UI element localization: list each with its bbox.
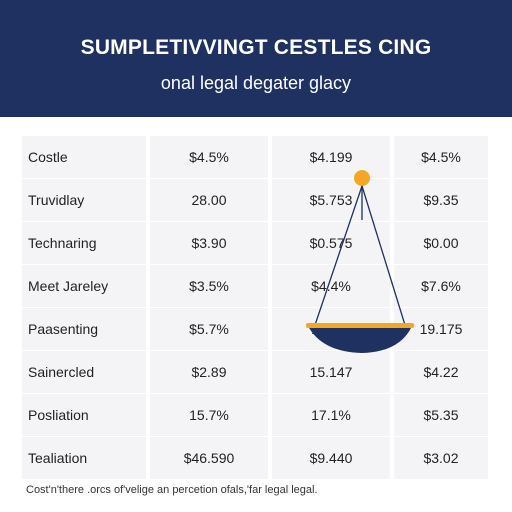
row-label: Costle [22, 136, 146, 178]
row-label: Paasenting [22, 308, 146, 350]
cell-value: $46.590 [150, 437, 268, 479]
cell-value: $3.02 [394, 437, 488, 479]
cell-value: $5.7% [150, 308, 268, 350]
row-label: Sainercled [22, 351, 146, 393]
row-label: Technaring [22, 222, 146, 264]
page-subtitle: onal legal degater glacy [160, 73, 352, 93]
cell-value: 17.1% [272, 394, 390, 436]
cell-value: $9.35 [394, 179, 488, 221]
row-label: Meet Jareley [22, 265, 146, 307]
cell-value: $4.5% [150, 136, 268, 178]
cell-value: $3.90 [150, 222, 268, 264]
row-label: Posliation [22, 394, 146, 436]
table-row: Meet Jareley $3.5% $4.4% $7.6% [22, 265, 488, 307]
row-label: Truvidlay [22, 179, 146, 221]
cell-value: $2.89 [150, 351, 268, 393]
table-row: Truvidlay 28.00 $5.753 $9.35 [22, 179, 488, 221]
table-row: Posliation 15.7% 17.1% $5.35 [22, 394, 488, 436]
cell-value: $7.6% [394, 265, 488, 307]
cell-value: $4.22 [394, 351, 488, 393]
balance-scale-icon [306, 170, 414, 353]
cell-value: 28.00 [150, 179, 268, 221]
cell-value: 15.147 [272, 351, 390, 393]
cell-value: $0.00 [394, 222, 488, 264]
header-banner: SUMPLETIVVINGT CESTLES CING onal legal d… [0, 0, 512, 117]
table-row: Technaring $3.90 $0.575 $0.00 [22, 222, 488, 264]
cell-value: $9.440 [272, 437, 390, 479]
footer-note: Cost'n'there .orcs of'velige an percetio… [26, 484, 318, 496]
page-title: SUMPLETIVVINGT CESTLES CING [80, 36, 432, 59]
cell-value: $5.35 [394, 394, 488, 436]
row-label: Tealiation [22, 437, 146, 479]
cell-value: 15.7% [150, 394, 268, 436]
cell-value: $0.575 [272, 222, 390, 264]
table-row: Costle $4.5% $4.199 $4.5% [22, 136, 488, 178]
cell-value: $3.5% [150, 265, 268, 307]
table-row: Tealiation $46.590 $9.440 $3.02 [22, 437, 488, 479]
cell-value: $4.199 [272, 136, 390, 178]
cell-value: $4.4% [272, 265, 390, 307]
cell-value: $4.5% [394, 136, 488, 178]
table-row: Sainercled $2.89 15.147 $4.22 [22, 351, 488, 393]
cost-table: Costle $4.5% $4.199 $4.5% Truvidlay 28.0… [22, 136, 488, 480]
